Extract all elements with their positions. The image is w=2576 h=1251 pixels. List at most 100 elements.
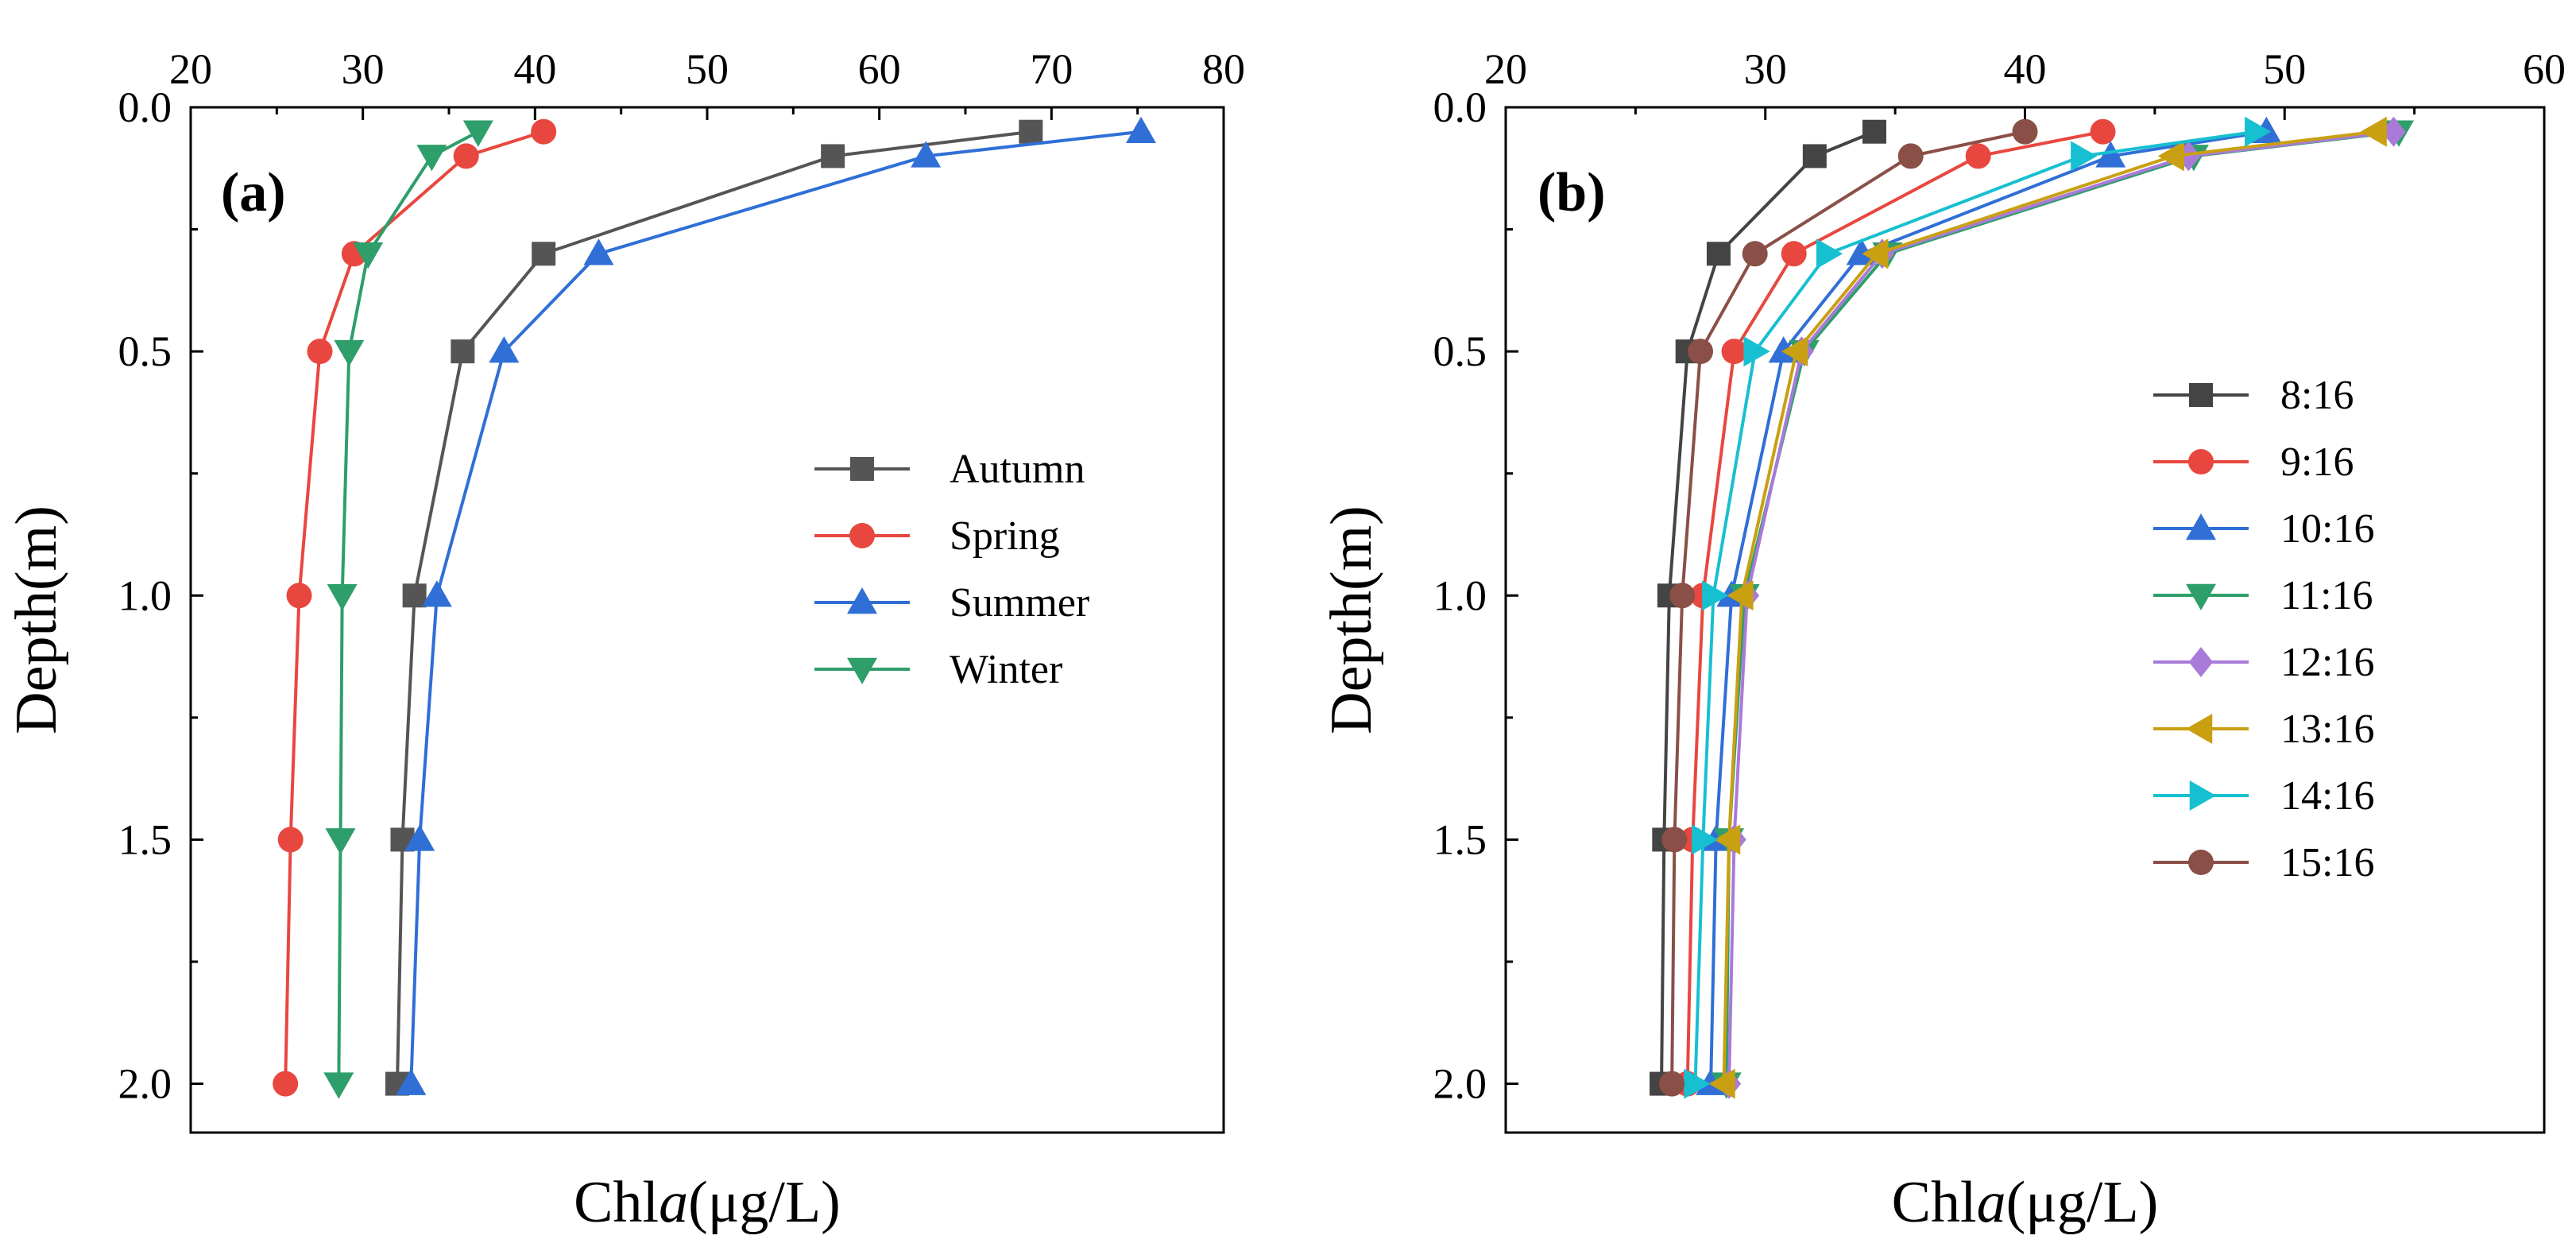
data-point <box>911 141 942 168</box>
data-point <box>277 827 304 853</box>
data-point <box>583 238 614 265</box>
y-tick-label: 1.0 <box>118 571 172 619</box>
legend-marker <box>847 587 877 614</box>
data-point <box>532 242 556 266</box>
legend-label: 9:16 <box>2280 440 2354 485</box>
y-tick-label: 0.5 <box>1433 327 1487 375</box>
x-axis-title-prefix: Chl <box>1892 1170 1977 1235</box>
data-point <box>1684 1068 1711 1099</box>
legend-label: 10:16 <box>2280 506 2374 552</box>
data-point <box>462 120 493 147</box>
data-point <box>334 339 365 367</box>
legend-label: 12:16 <box>2280 640 2374 685</box>
data-point <box>1688 339 1714 365</box>
data-point <box>821 144 845 168</box>
series-line <box>1709 130 2267 1084</box>
series-15-16 <box>1659 118 2038 1097</box>
data-point <box>402 583 427 608</box>
legend-marker <box>2186 513 2216 540</box>
legend-label: 13:16 <box>2280 707 2374 752</box>
legend-marker <box>2188 449 2214 474</box>
data-point <box>1727 580 1754 611</box>
legend-marker <box>850 457 874 481</box>
series-spring <box>273 118 557 1097</box>
legend-label: Summer <box>950 580 1089 626</box>
series-line <box>337 130 479 1084</box>
data-point <box>1721 339 1747 365</box>
data-point <box>1816 238 1843 269</box>
data-point <box>451 339 475 364</box>
series-13-16 <box>1708 116 2387 1099</box>
y-tick-label: 1.0 <box>1433 571 1487 619</box>
legend-label: 14:16 <box>2280 773 2374 819</box>
data-point <box>286 583 312 609</box>
legend-marker <box>2189 383 2213 407</box>
data-point <box>1669 583 1696 609</box>
legend-marker <box>847 657 877 684</box>
data-point <box>1742 241 1768 267</box>
x-tick-label: 20 <box>1484 45 1527 93</box>
data-point <box>396 1068 427 1095</box>
x-tick-label: 40 <box>2004 45 2047 93</box>
x-tick-label: 20 <box>169 45 212 93</box>
x-tick-label: 50 <box>2263 45 2306 93</box>
data-point <box>2176 141 2201 172</box>
x-axis-title-italic: a <box>1977 1170 2006 1235</box>
data-point <box>2360 116 2387 147</box>
data-point <box>1661 827 1688 853</box>
data-point <box>2245 116 2272 147</box>
x-axis-title: Chla(μg/L) <box>574 1170 841 1235</box>
x-tick-label: 70 <box>1030 45 1073 93</box>
series-10-16 <box>1696 116 2282 1095</box>
data-point <box>1126 116 1156 143</box>
x-axis-title-suffix: (μg/L) <box>688 1170 841 1235</box>
x-axis-title-prefix: Chl <box>574 1170 659 1235</box>
data-point <box>1692 824 1719 855</box>
data-point <box>1781 241 1807 267</box>
data-point <box>325 828 356 855</box>
x-tick-label: 30 <box>1744 45 1787 93</box>
legend-label: 15:16 <box>2280 840 2374 885</box>
data-point <box>1019 119 1043 144</box>
series-line <box>1670 130 2025 1084</box>
data-point <box>2381 116 2406 147</box>
data-point <box>1846 238 1877 265</box>
x-tick-label: 80 <box>1202 45 1245 93</box>
data-point <box>307 339 333 365</box>
legend-marker <box>2189 780 2216 811</box>
y-axis-title: Depth(m) <box>1319 505 1384 734</box>
data-point <box>531 118 557 145</box>
data-point <box>353 242 384 269</box>
y-tick-label: 0.0 <box>118 83 172 131</box>
data-point <box>1862 238 1889 269</box>
y-tick-label: 1.5 <box>1433 815 1487 863</box>
panel-a: 20 30 40 50 60 70 80 0.0 0.5 1.0 1.5 2.0 Depth(m) Chl… <box>4 45 1245 1235</box>
y-tick-label: 2.0 <box>1433 1060 1487 1108</box>
series-line <box>1660 130 1875 1084</box>
data-point <box>1781 336 1808 367</box>
data-point <box>273 1071 299 1097</box>
x-tick-label: 40 <box>513 45 556 93</box>
data-point <box>2090 118 2116 145</box>
data-point <box>2095 141 2126 168</box>
y-tick-label: 0.5 <box>118 327 172 375</box>
legend-label: Winter <box>950 647 1062 692</box>
data-point <box>323 1072 354 1099</box>
y-tick-label: 1.5 <box>118 815 172 863</box>
data-point <box>1862 119 1886 144</box>
panel-label: (a) <box>221 162 286 223</box>
data-point <box>1708 1068 1735 1099</box>
data-point <box>1706 242 1731 266</box>
data-point <box>1743 336 1770 367</box>
series-summer <box>396 116 1156 1095</box>
legend-label: 11:16 <box>2280 573 2373 618</box>
x-axis-title: Chla(μg/L) <box>1892 1170 2159 1235</box>
series-14-16 <box>1684 116 2272 1099</box>
legend-label: Autumn <box>950 447 1085 492</box>
legend-marker <box>2188 647 2214 677</box>
y-tick-label: 0.0 <box>1433 83 1487 131</box>
data-point <box>1702 580 1729 611</box>
series-autumn <box>385 119 1043 1096</box>
series-winter <box>323 120 493 1099</box>
